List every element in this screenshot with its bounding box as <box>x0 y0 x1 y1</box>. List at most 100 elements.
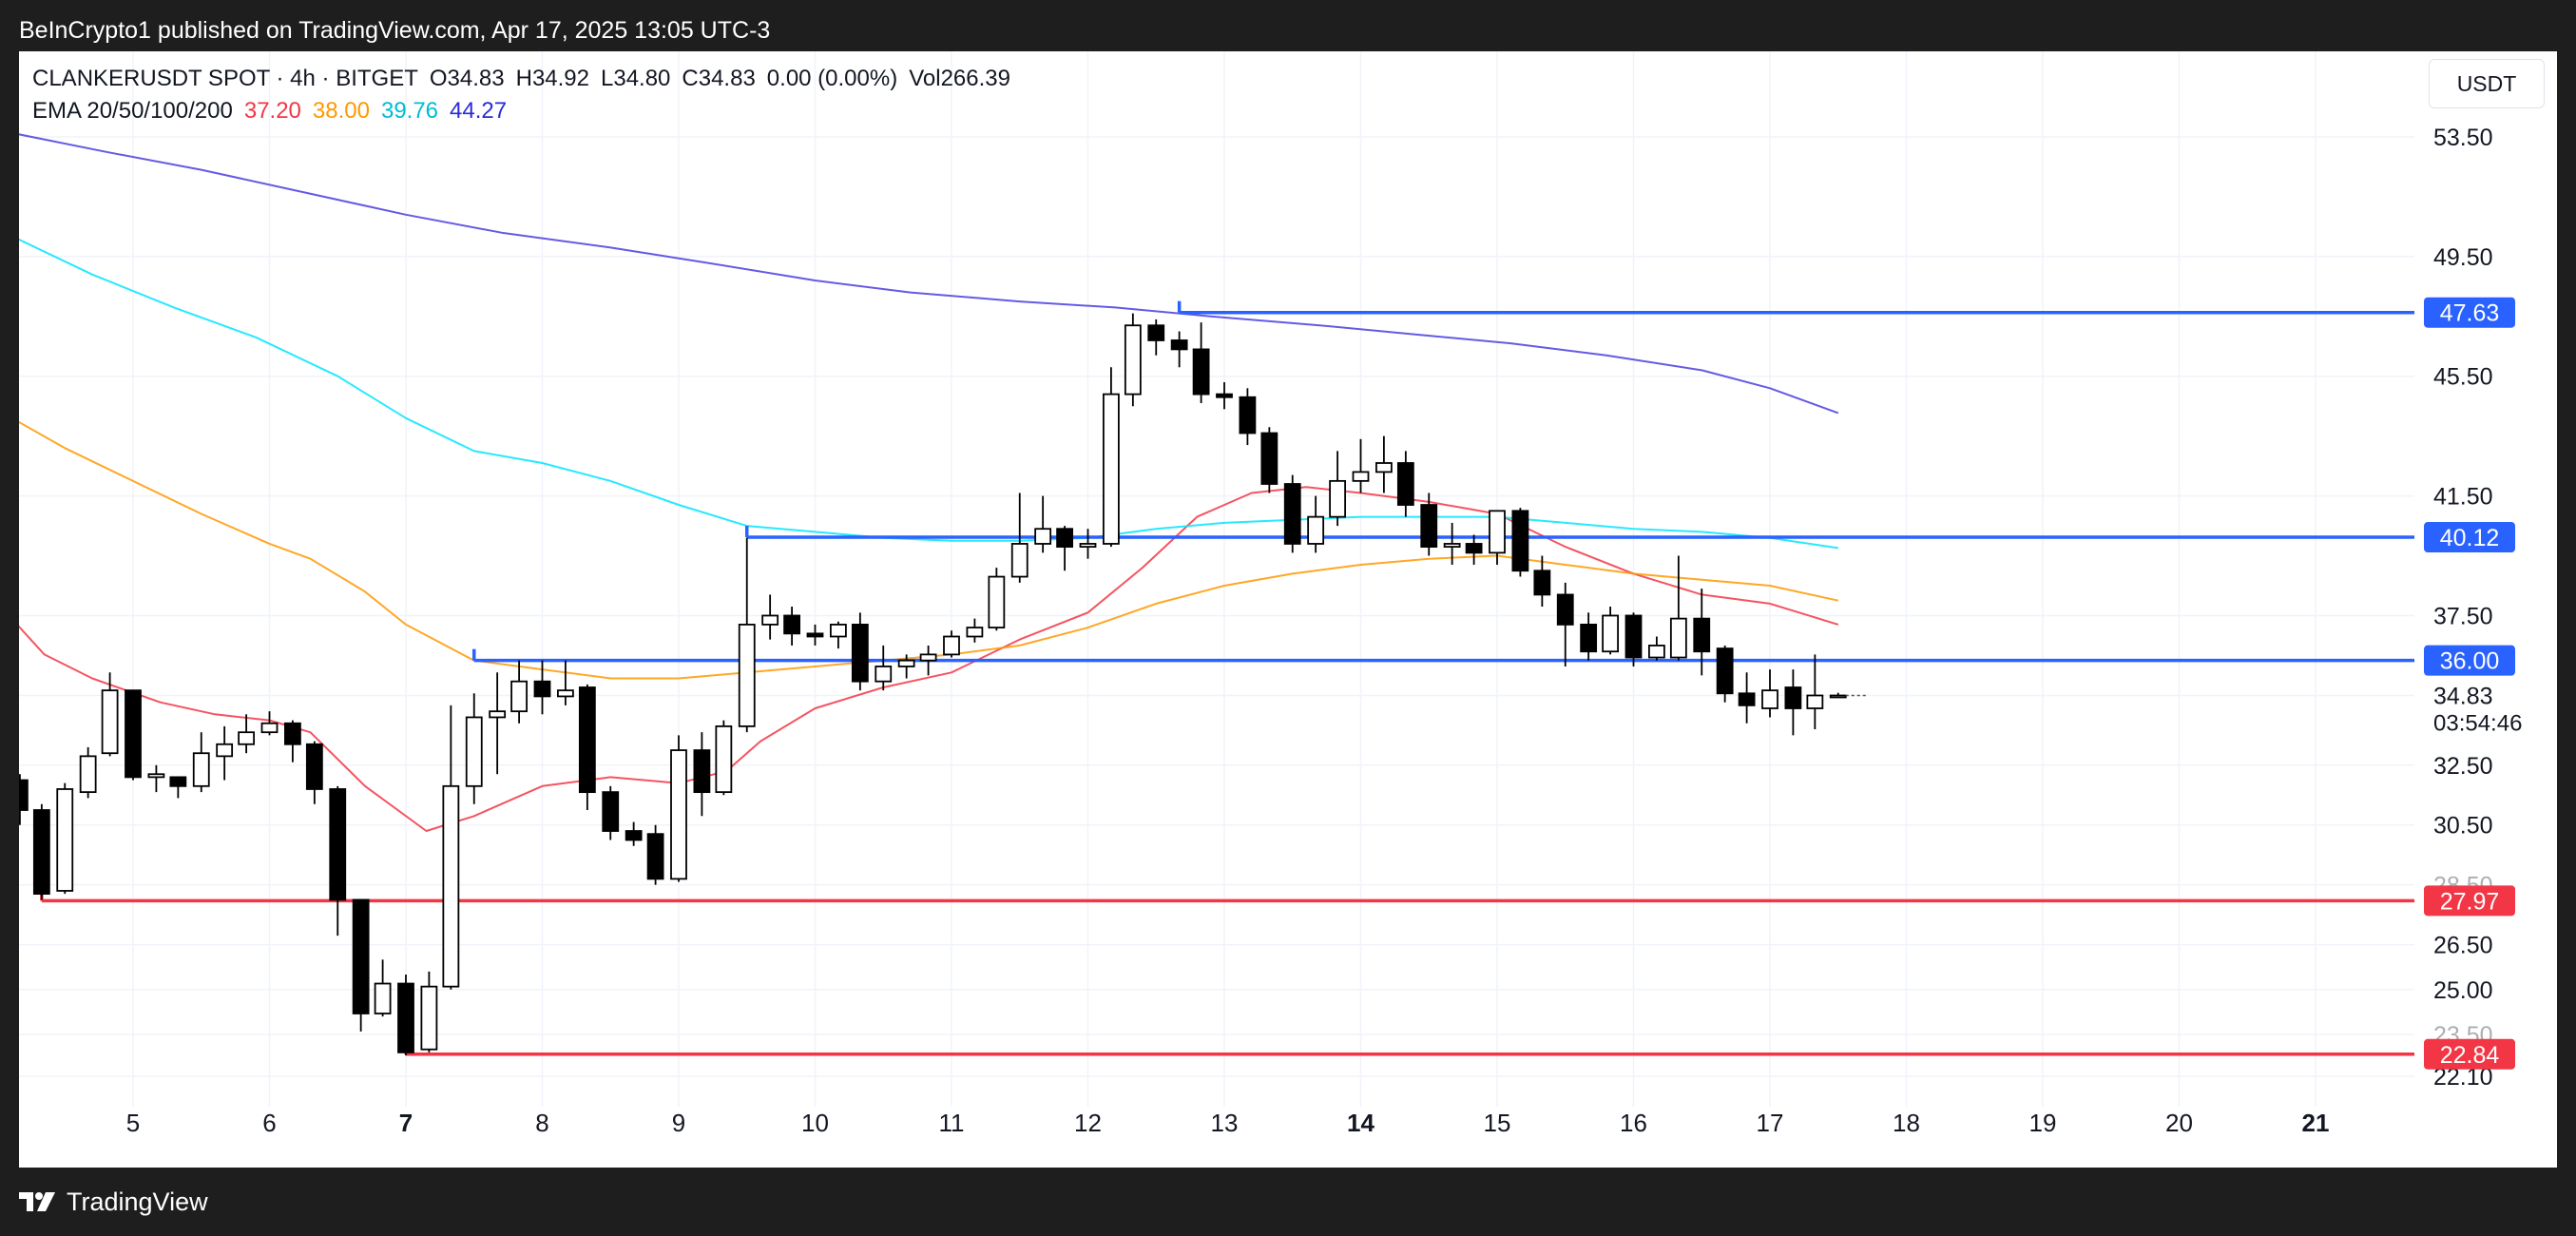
candle-body <box>1124 324 1142 396</box>
candle-up <box>1329 451 1347 527</box>
candle-down <box>305 741 323 804</box>
candle-up <box>1829 692 1847 699</box>
candle-body <box>919 653 937 662</box>
chart-panel[interactable]: 53.5049.5045.5041.5037.5032.5030.5028.50… <box>19 51 2557 1168</box>
candle-up <box>147 764 165 793</box>
ema-line-ema200 <box>19 133 1839 415</box>
resistance-price-tag <box>2424 297 2515 328</box>
candle-up <box>943 630 960 658</box>
ema200-value: 44.27 <box>450 98 508 124</box>
x-axis-tick-label: 18 <box>1893 1109 1920 1137</box>
candle-down <box>806 624 824 646</box>
axes: 53.5049.5045.5041.5037.5032.5030.5028.50… <box>126 125 2523 1137</box>
candle-up <box>1602 607 1620 655</box>
candle-down <box>783 607 801 646</box>
candle-body <box>1784 686 1802 709</box>
candle-body <box>1056 528 1074 548</box>
candle-body <box>260 722 279 734</box>
candle-up <box>510 660 529 724</box>
candle-up <box>966 618 984 643</box>
support-resistance-lines <box>40 300 2414 1056</box>
candle-body <box>352 898 370 1014</box>
candle-up <box>79 746 97 799</box>
candle-body <box>192 752 210 787</box>
candle-body <box>578 686 596 794</box>
candle-body <box>1669 617 1687 659</box>
currency-selector-button[interactable]: USDT <box>2429 59 2545 108</box>
candle-body <box>56 788 74 892</box>
candle-up <box>1443 522 1461 565</box>
candle-down <box>693 732 711 817</box>
candle-body <box>1396 462 1414 506</box>
candle-up <box>465 693 483 804</box>
resistance-price-tag <box>2424 522 2515 553</box>
support-price-label: 22.84 <box>2440 1042 2500 1069</box>
candle-up <box>1102 367 1120 548</box>
candle-up <box>1489 510 1506 565</box>
candle-body <box>374 982 392 1014</box>
candle-body <box>693 749 711 794</box>
candle-body <box>169 776 187 787</box>
candle-down <box>32 803 50 900</box>
candle-body <box>1511 510 1529 572</box>
candle-up <box>1669 555 1687 661</box>
candle-down <box>169 776 187 799</box>
candle-down <box>283 720 301 763</box>
candle-body <box>1420 504 1438 548</box>
y-axis-tick-label: 49.50 <box>2433 244 2493 271</box>
candle-up <box>56 782 74 895</box>
candle-body <box>1580 624 1598 653</box>
candle-up <box>238 714 256 754</box>
x-axis-tick-label: 17 <box>1757 1109 1784 1137</box>
candle-up <box>715 720 733 796</box>
candle-down <box>1239 388 1257 446</box>
candle-up <box>1806 654 1824 730</box>
candle-body <box>238 731 256 745</box>
candle-up <box>1307 495 1325 553</box>
ema20-value: 37.20 <box>243 98 301 124</box>
x-axis-tick-label: 21 <box>2302 1109 2330 1137</box>
candle-body <box>1283 483 1301 545</box>
candle-up <box>1352 438 1370 493</box>
candle-body <box>1489 510 1506 554</box>
x-axis-tick-label: 13 <box>1211 1109 1239 1137</box>
candle-body <box>283 722 301 745</box>
y-axis-tick-label: 37.50 <box>2433 603 2493 629</box>
candle-down <box>1465 534 1483 565</box>
price-chart[interactable]: 53.5049.5045.5041.5037.5032.5030.5028.50… <box>19 51 2557 1168</box>
candle-up <box>1375 435 1393 493</box>
candle-body <box>1192 348 1210 396</box>
candle-down <box>1420 492 1438 556</box>
candle-body <box>1307 515 1325 545</box>
support-price-tag <box>2424 1038 2515 1070</box>
candle-up <box>442 705 460 990</box>
candle-body <box>510 680 529 713</box>
candle-body <box>32 809 50 896</box>
candle-body <box>646 833 664 880</box>
candle-down <box>352 898 370 1032</box>
candle-down <box>533 660 551 715</box>
x-axis-tick-label: 8 <box>535 1109 548 1137</box>
y-axis-tick-label: 53.50 <box>2433 125 2493 151</box>
y-axis-tick-label: 25.00 <box>2433 977 2493 1004</box>
resistance-price-label: 40.12 <box>2440 525 2500 551</box>
candle-up <box>489 672 507 775</box>
candle-body <box>397 982 414 1053</box>
candle-body <box>305 743 323 790</box>
y-axis-tick-label: 30.50 <box>2433 813 2493 840</box>
candle-body <box>943 635 960 656</box>
candle-up <box>829 621 847 649</box>
resistance-price-label: 36.00 <box>2440 648 2500 675</box>
candle-up <box>1079 529 1097 559</box>
candle-down <box>1170 331 1188 368</box>
ema-lines <box>19 133 1839 832</box>
candle-body <box>1034 528 1052 545</box>
candle-down <box>1260 427 1278 493</box>
candle-up <box>192 732 210 793</box>
candle-body <box>489 710 507 719</box>
candle-down <box>1716 645 1734 703</box>
candle-countdown-label: 03:54:46 <box>2433 710 2522 736</box>
candle-up <box>988 568 1006 631</box>
candle-down <box>329 785 347 937</box>
x-axis-tick-label: 11 <box>939 1109 965 1137</box>
